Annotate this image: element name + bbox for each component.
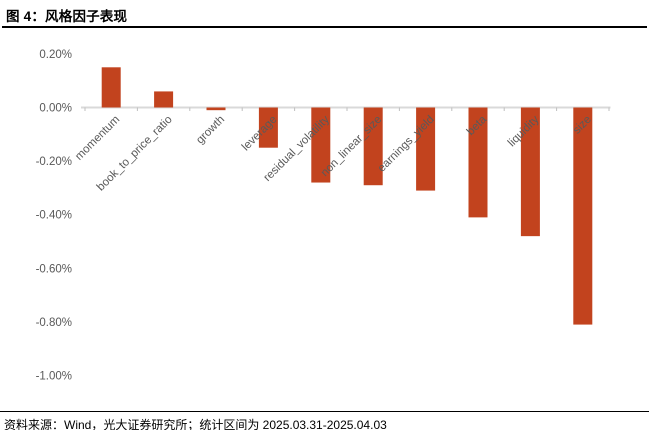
y-axis-tick-label: -0.80% <box>36 317 72 329</box>
bar-chart: 0.20% 0.00% -0.20% -0.40% -0.60% -0.80% -1.00%… <box>36 49 611 383</box>
title-divider <box>2 26 647 28</box>
bar-residual_volatility <box>311 107 331 183</box>
source-note: 资料来源：Wind，光大证券研究所；统计区间为 2025.03.31-2025.… <box>4 418 387 430</box>
bar-non_linear_size <box>363 107 383 186</box>
figure-title: 图 4：风格因子表现 <box>6 9 128 24</box>
bar-growth <box>206 107 226 111</box>
footer-divider <box>0 411 649 412</box>
x-axis-category-label: momentum <box>73 114 122 163</box>
bar-liquidity <box>520 107 540 237</box>
bar-size <box>573 107 593 325</box>
bar-leverage <box>258 107 278 148</box>
y-axis-tick-label: -0.60% <box>36 263 72 275</box>
bar-momentum <box>101 67 121 108</box>
y-axis-tick-label: -1.00% <box>36 371 72 383</box>
y-axis-tick-label: -0.20% <box>36 156 72 168</box>
bar-earnings_yield <box>416 107 436 191</box>
x-axis-category-label: growth <box>194 114 227 147</box>
bar-book_to_price_ratio <box>154 91 174 108</box>
y-axis-tick-label: 0.20% <box>39 49 72 61</box>
y-axis-tick-label: -0.40% <box>36 210 72 222</box>
y-axis-tick-label: 0.00% <box>39 103 72 115</box>
bar-beta <box>468 107 488 218</box>
